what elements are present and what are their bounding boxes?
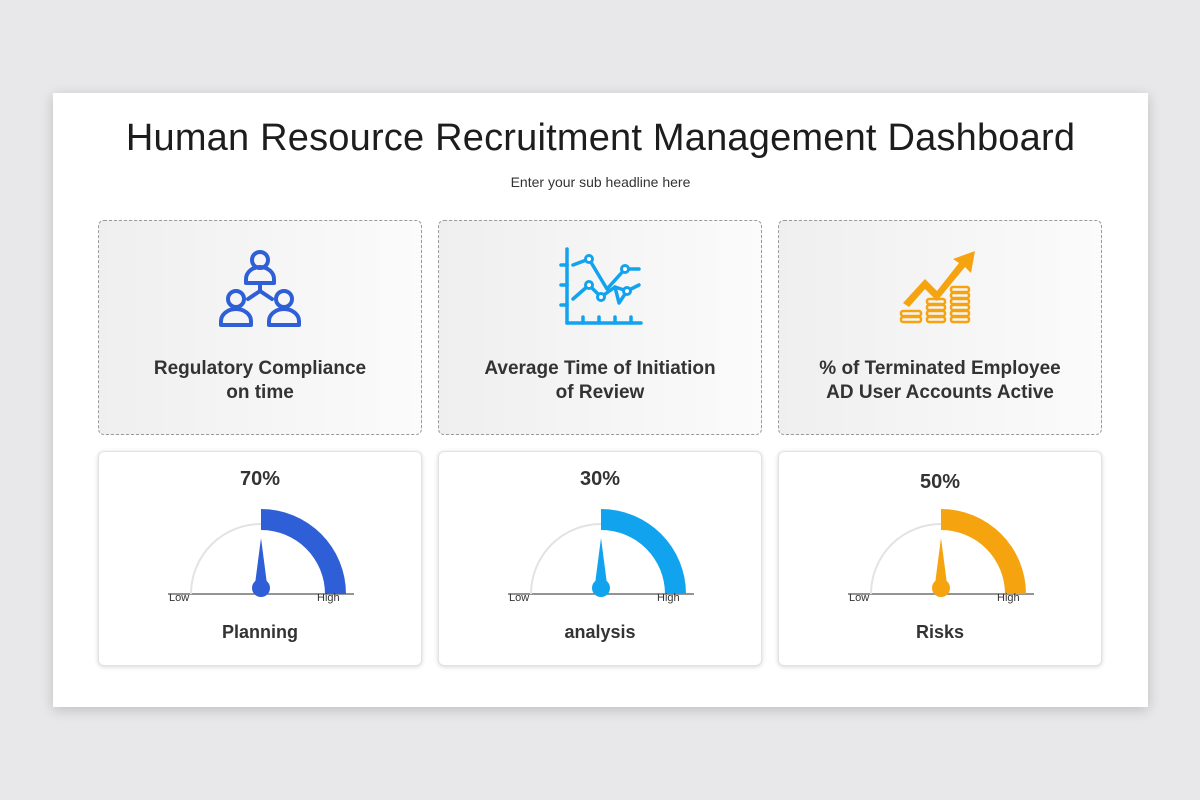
gauge-low-label: Low [849,592,870,604]
gauge-track [190,523,262,595]
page-subtitle: Enter your sub headline here [510,174,691,190]
gauge-name: Planning [222,622,298,642]
gauge-needle-hub [592,579,610,597]
kpi-card-average-time-review: Average Time of Initiation of Review [438,220,762,435]
kpi-card-terminated-accounts: % of Terminated Employee AD User Account… [778,220,1102,435]
gauge-name: analysis [564,622,636,642]
gauge-value-band [601,509,686,594]
gauge-track [530,523,602,595]
gauge-high-label: High [657,592,680,604]
gauge-value-label: 30% [579,468,621,490]
kpi-card-label: Regulatory Compliance on time [153,358,367,403]
gauge-needle [595,538,607,584]
gauge-chart [848,509,1034,597]
gauge-needle [255,538,267,584]
gauge-card-risks: 50% Low High Risks [778,451,1102,666]
gauge-high-label: High [317,592,340,604]
line-chart-icon [559,247,643,325]
gauge-name: Risks [915,622,965,642]
gauge-card-planning: 70% Low High Planning [98,451,422,666]
gauge-low-label: Low [509,592,530,604]
kpi-card-regulatory-compliance: Regulatory Compliance on time [98,220,422,435]
kpi-card-label: Average Time of Initiation of Review [484,358,716,403]
gauge-low-label: Low [169,592,190,604]
page-title: Human Resource Recruitment Management Da… [125,117,1076,159]
gauge-value-label: 70% [239,468,281,490]
team-hierarchy-icon [219,250,301,327]
dashboard-slide: Human Resource Recruitment Management Da… [53,93,1148,707]
gauge-high-label: High [997,592,1020,604]
growth-coins-icon [899,251,975,324]
gauge-chart [508,509,694,597]
gauge-card-analysis: 30% Low High analysis [438,451,762,666]
gauge-value-band [941,509,1026,594]
gauge-needle-hub [252,579,270,597]
gauge-needle-hub [932,579,950,597]
gauge-value-band [261,509,346,594]
kpi-card-label: % of Terminated Employee AD User Account… [819,358,1061,403]
gauge-value-label: 50% [919,471,961,493]
gauge-needle [935,538,947,584]
gauge-chart [168,509,354,597]
gauge-track [870,523,942,595]
